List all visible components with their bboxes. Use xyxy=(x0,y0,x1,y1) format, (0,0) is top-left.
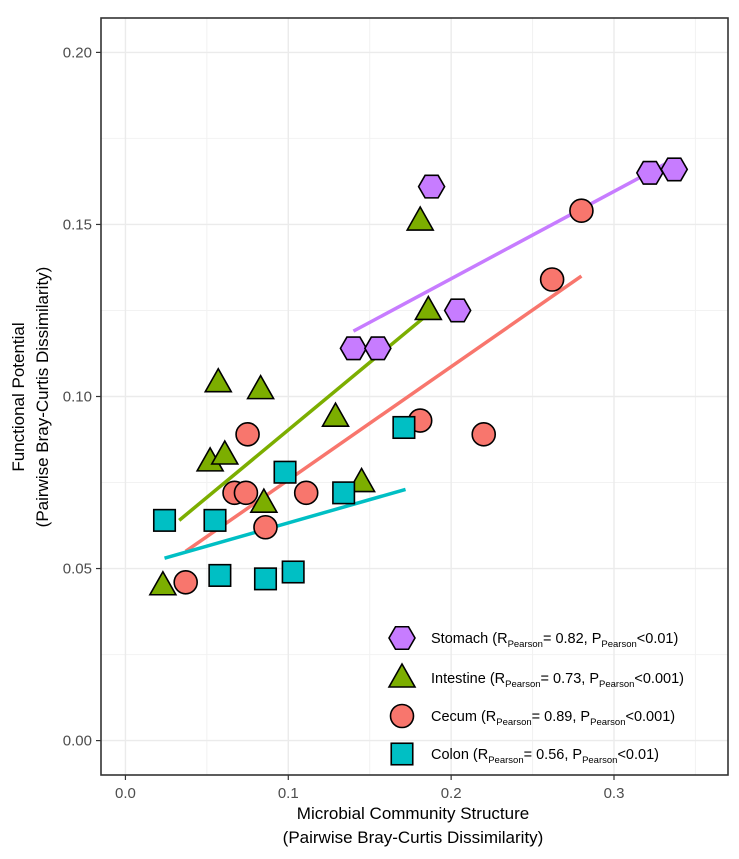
colon-point xyxy=(208,563,232,587)
grid-lines xyxy=(101,18,728,775)
legend-label-cecum: Cecum (RPearson= 0.89, PPearson<0.001) xyxy=(431,709,675,728)
legend-key-cecum xyxy=(389,703,415,729)
y-axis-ticks: 0.00 0.05 0.10 0.15 0.20 xyxy=(63,44,101,750)
stomach-point xyxy=(417,174,446,199)
y-axis-title-line1: Functional Potential xyxy=(9,322,28,471)
cecum-point xyxy=(539,267,565,292)
colon-point xyxy=(253,567,278,591)
x-axis-ticks: 0.0 0.1 0.2 0.3 xyxy=(115,775,624,802)
legend-key-intestine xyxy=(387,662,417,688)
y-tick-label: 0.10 xyxy=(63,389,92,406)
y-tick-label: 0.20 xyxy=(63,44,92,61)
legend-key-stomach xyxy=(388,625,416,651)
stomach-fit-line xyxy=(352,157,676,333)
cecum-point xyxy=(253,514,278,540)
y-tick-label: 0.00 xyxy=(63,733,92,750)
y-axis-title-line2: (Pairwise Bray-Curtis Dissimilarity) xyxy=(33,267,52,528)
colon-point xyxy=(392,415,416,440)
cecum-point xyxy=(233,480,259,506)
stomach-point xyxy=(363,336,392,361)
intestine-point xyxy=(405,205,435,231)
x-tick-label: 0.2 xyxy=(441,785,462,802)
cecum-point xyxy=(235,422,260,447)
intestine-point xyxy=(246,373,275,400)
colon-point xyxy=(281,560,305,584)
colon-fit-line xyxy=(164,487,407,560)
colon-point xyxy=(152,508,177,532)
intestine-point xyxy=(203,367,233,393)
y-tick-label: 0.15 xyxy=(63,216,92,233)
x-tick-label: 0.3 xyxy=(604,785,625,802)
stomach-point xyxy=(660,157,689,182)
legend-label-intestine: Intestine (RPearson= 0.73, PPearson<0.00… xyxy=(431,671,684,690)
legend: Stomach (RPearson= 0.82, PPearson<0.01) I… xyxy=(387,625,684,766)
stomach-point xyxy=(339,336,368,361)
colon-point xyxy=(203,508,227,532)
intestine-point xyxy=(249,487,279,513)
intestine-point xyxy=(321,401,350,427)
cecum-point xyxy=(173,570,198,595)
legend-label-stomach: Stomach (RPearson= 0.82, PPearson<0.01) xyxy=(431,631,678,650)
stomach-point xyxy=(443,298,472,323)
intestine-point xyxy=(413,294,443,321)
cecum-point xyxy=(471,422,497,447)
cecum-fit-line xyxy=(184,274,583,553)
colon-point xyxy=(273,460,297,484)
y-tick-label: 0.05 xyxy=(63,561,92,578)
cecum-point xyxy=(569,198,594,223)
x-axis-title-line1: Microbial Community Structure xyxy=(297,804,529,823)
colon-point xyxy=(332,481,356,505)
data-points xyxy=(148,157,689,596)
cecum-point xyxy=(293,480,319,506)
legend-key-colon xyxy=(390,742,414,766)
x-axis-title-line2: (Pairwise Bray-Curtis Dissimilarity) xyxy=(283,828,544,847)
intestine-point xyxy=(148,570,178,596)
x-tick-label: 0.1 xyxy=(278,785,299,802)
x-tick-label: 0.0 xyxy=(115,785,136,802)
stomach-point xyxy=(635,160,664,185)
legend-label-colon: Colon (RPearson= 0.56, PPearson<0.01) xyxy=(431,747,659,766)
intestine-point xyxy=(210,439,240,465)
